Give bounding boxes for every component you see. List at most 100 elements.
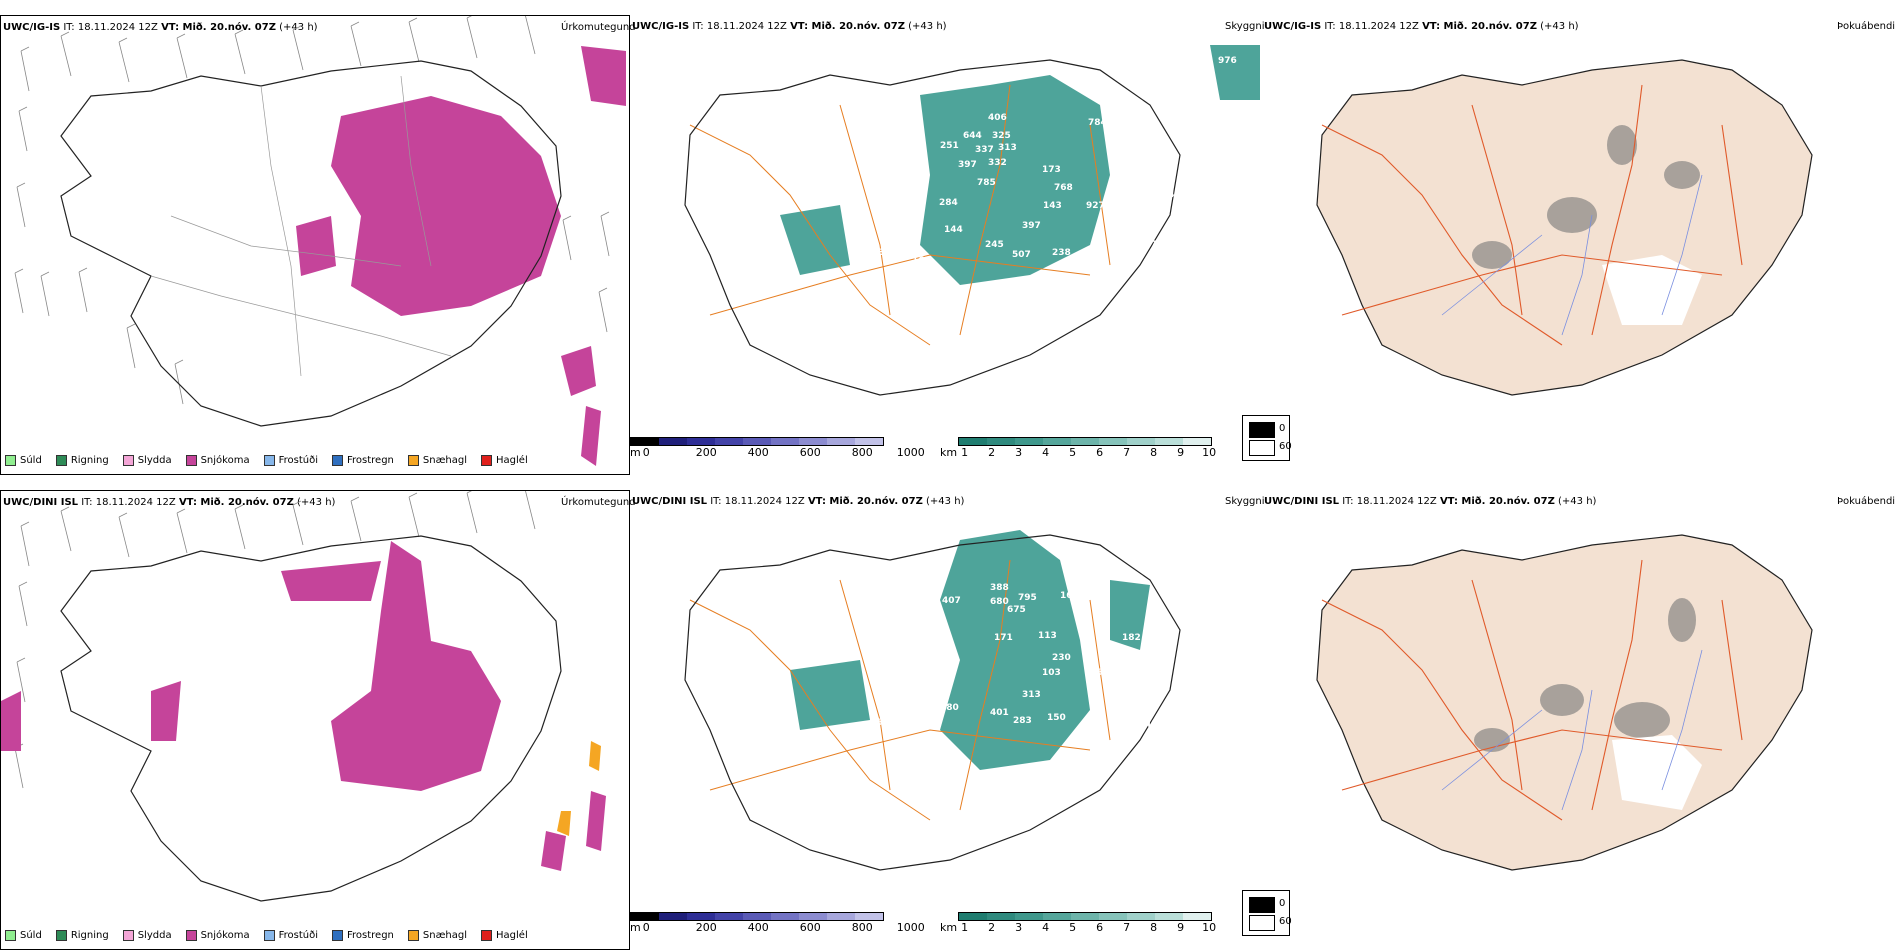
elev-label: 345 bbox=[1122, 155, 1141, 165]
rivers bbox=[1441, 174, 1703, 336]
visibility-ticks: km 1 2 3 4 5 6 7 8 9 10 bbox=[940, 921, 1217, 934]
elev-label: 488 bbox=[1135, 705, 1154, 715]
elev-label: 143 bbox=[1043, 201, 1062, 211]
legend-item: Slydda bbox=[122, 930, 172, 941]
elev-label: 388 bbox=[990, 583, 1009, 593]
elev-label: 397 bbox=[958, 160, 977, 170]
panel-header: UWC/DINI ISL IT: 18.11.2024 12Z VT: Mið.… bbox=[3, 497, 336, 508]
fog-legend-box: 0 60 bbox=[1242, 890, 1292, 936]
legend-item: Snæhagl bbox=[407, 455, 467, 466]
legend-item: Rigning bbox=[55, 930, 109, 941]
iceland-outline bbox=[684, 59, 1181, 396]
legend-item: Súld bbox=[5, 930, 42, 941]
cloud-panel-1: UWC/IG-IS IT: 18.11.2024 12Z VT: Mið. 20… bbox=[630, 15, 1265, 475]
elev-label: 238 bbox=[1052, 248, 1071, 258]
elev-label: 218 bbox=[1135, 136, 1154, 146]
clear-area bbox=[1612, 735, 1702, 810]
panel-title: Þokuábendi bbox=[1837, 21, 1896, 32]
elev-label: 171 bbox=[994, 633, 1013, 643]
roads bbox=[689, 84, 1111, 346]
elev-label: 251 bbox=[940, 141, 959, 151]
iceland-precip-map bbox=[14, 16, 626, 466]
elev-label: 313 bbox=[1022, 690, 1041, 700]
roads bbox=[1321, 559, 1743, 821]
elevation-colorbar bbox=[630, 912, 884, 921]
elev-label: 644 bbox=[963, 131, 982, 141]
legend-item: Slydda bbox=[122, 455, 172, 466]
iceland-cloud-map: 388 407 680 795 16 675 182 171 804 113 2… bbox=[684, 530, 1181, 871]
elev-label: 283 bbox=[1013, 716, 1032, 726]
elev-label: 230 bbox=[1052, 653, 1071, 663]
legend-item: Frostúði bbox=[263, 455, 318, 466]
elev-label: 507 bbox=[1012, 250, 1031, 260]
elev-label: 316 bbox=[1107, 228, 1126, 238]
panel-header: UWC/DINI ISL IT: 18.11.2024 12Z VT: Mið.… bbox=[1264, 496, 1597, 507]
elev-label: 113 bbox=[1038, 631, 1057, 641]
precip-type-panel-1: UWC/IG-IS IT: 18.11.2024 12Z VT: Mið. 20… bbox=[0, 15, 636, 475]
iceland-precip-map bbox=[1, 491, 606, 902]
fog-shading bbox=[1472, 125, 1700, 269]
legend-item: Snjókoma bbox=[185, 930, 250, 941]
elev-label: 804 bbox=[1150, 640, 1169, 650]
elev-label: 397 bbox=[1022, 221, 1041, 231]
elev-label: 165 bbox=[912, 256, 931, 266]
elev-label: 784 bbox=[1088, 118, 1107, 128]
elev-label: 202 bbox=[892, 697, 911, 707]
elev-label: 785 bbox=[977, 178, 996, 188]
panel-title: Þokuábendi bbox=[1837, 496, 1896, 507]
elev-label: 325 bbox=[992, 131, 1011, 141]
legend-item: Frostúði bbox=[263, 930, 318, 941]
panel-title: Skyggni bbox=[1225, 496, 1265, 507]
elev-label: 173 bbox=[1042, 165, 1061, 175]
elev-label: 340 bbox=[1140, 675, 1159, 685]
panel-title: Úrkomutegund bbox=[561, 22, 636, 33]
elev-label: 337 bbox=[975, 145, 994, 155]
panel-header: UWC/IG-IS IT: 18.11.2024 12Z VT: Mið. 20… bbox=[1264, 21, 1579, 32]
legend-item: Snjókoma bbox=[185, 455, 250, 466]
legend-item: Haglél bbox=[481, 930, 528, 941]
elev-label: 407 bbox=[942, 596, 961, 606]
elev-label: 219 bbox=[1150, 211, 1169, 221]
panel-header: UWC/IG-IS IT: 18.11.2024 12Z VT: Mið. 20… bbox=[632, 21, 947, 32]
wind-barbs bbox=[14, 491, 536, 789]
elev-label: 180 bbox=[940, 703, 959, 713]
snow-area bbox=[331, 96, 561, 316]
iceland-outline bbox=[684, 534, 1181, 871]
elevation-labels: 976 406 644 325 251 337 313 397 332 173 … bbox=[872, 56, 1237, 266]
elev-label: 680 bbox=[990, 597, 1009, 607]
iceland-fog-map bbox=[1316, 534, 1813, 871]
iceland-fog-map bbox=[1316, 59, 1813, 396]
cloud-area bbox=[780, 45, 1260, 285]
iceland-outline bbox=[60, 60, 562, 427]
elev-label: 675 bbox=[1007, 605, 1026, 615]
legend-item: Haglél bbox=[481, 455, 528, 466]
elevation-colorbar bbox=[630, 437, 884, 446]
elev-label: 453 bbox=[1145, 720, 1164, 730]
elev-label: 103 bbox=[1042, 668, 1061, 678]
precip-legend: Súld Rigning Slydda Snjókoma Frostúði Fr… bbox=[5, 455, 528, 466]
panel-header: UWC/DINI ISL IT: 18.11.2024 12Z VT: Mið.… bbox=[632, 496, 965, 507]
legend-item: Súld bbox=[5, 455, 42, 466]
panel-title: Úrkomutegund bbox=[561, 497, 636, 508]
precip-legend: Súld Rigning Slydda Snjókoma Frostúði Fr… bbox=[5, 930, 528, 941]
elev-label: 347 bbox=[1162, 190, 1181, 200]
road-lines bbox=[150, 75, 452, 377]
elev-label: 182 bbox=[1122, 633, 1141, 643]
legend-item: Snæhagl bbox=[407, 930, 467, 941]
precip-type-panel-2: UWC/DINI ISL IT: 18.11.2024 12Z VT: Mið.… bbox=[0, 490, 636, 950]
elev-label: 96 bbox=[1090, 668, 1103, 678]
fog-panel-1: UWC/IG-IS IT: 18.11.2024 12Z VT: Mið. 20… bbox=[1242, 15, 1896, 475]
legend-item: Frostregn bbox=[332, 930, 394, 941]
elev-label: 927 bbox=[1086, 201, 1105, 211]
elev-label: 164 bbox=[870, 718, 889, 728]
visibility-colorbar bbox=[958, 437, 1212, 446]
elev-label: 238 bbox=[872, 248, 891, 258]
panel-title: Skyggni bbox=[1225, 21, 1265, 32]
cloud-panel-2: UWC/DINI ISL IT: 18.11.2024 12Z VT: Mið.… bbox=[630, 490, 1265, 950]
elev-label: 214 bbox=[894, 230, 913, 240]
elev-label: 768 bbox=[1054, 183, 1073, 193]
legend-item: Rigning bbox=[55, 455, 109, 466]
visibility-ticks: km 1 2 3 4 5 6 7 8 9 10 bbox=[940, 446, 1217, 459]
elev-label: 627 bbox=[1138, 240, 1157, 250]
iceland-cloud-map: 976 406 644 325 251 337 313 397 332 173 … bbox=[684, 45, 1260, 396]
